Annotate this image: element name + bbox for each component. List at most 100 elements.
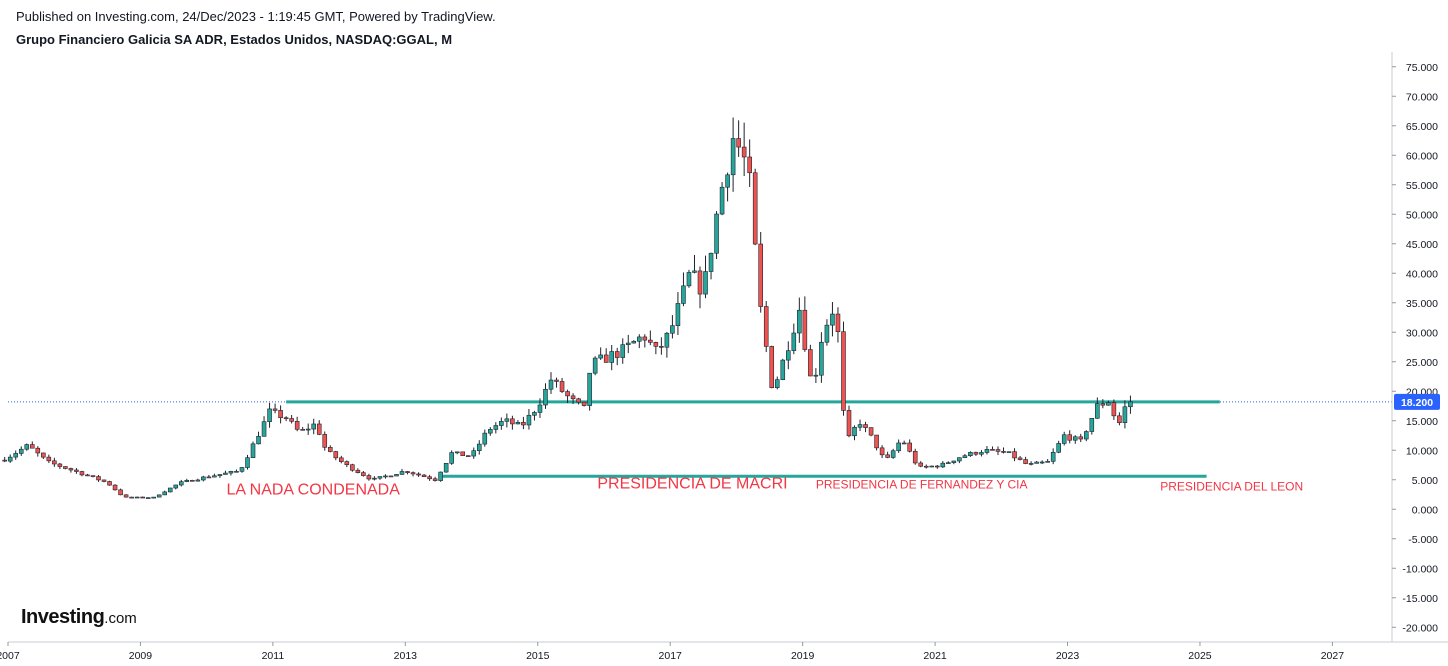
candle[interactable]: [659, 337, 664, 355]
candle[interactable]: [2, 456, 7, 463]
candle[interactable]: [294, 416, 300, 432]
candle[interactable]: [421, 474, 427, 478]
candle[interactable]: [752, 168, 758, 246]
candle[interactable]: [670, 315, 675, 339]
candle[interactable]: [217, 474, 223, 478]
candle[interactable]: [697, 266, 703, 309]
candle[interactable]: [405, 470, 410, 475]
candle[interactable]: [471, 447, 477, 459]
candle[interactable]: [283, 416, 289, 422]
candle[interactable]: [311, 418, 317, 435]
candle[interactable]: [162, 490, 168, 496]
candle[interactable]: [901, 440, 907, 445]
candle[interactable]: [857, 419, 863, 432]
candle[interactable]: [355, 468, 361, 474]
candle[interactable]: [79, 470, 85, 477]
candle[interactable]: [1078, 433, 1084, 443]
candle[interactable]: [350, 463, 355, 472]
candle[interactable]: [603, 348, 609, 363]
candle[interactable]: [383, 474, 388, 479]
candle[interactable]: [13, 450, 19, 460]
candle[interactable]: [195, 478, 201, 482]
candle[interactable]: [565, 389, 570, 403]
candle[interactable]: [581, 401, 587, 407]
candle[interactable]: [631, 340, 637, 344]
candle[interactable]: [228, 470, 234, 476]
candle[interactable]: [1045, 459, 1050, 463]
candle[interactable]: [714, 211, 719, 260]
candle[interactable]: [112, 484, 118, 491]
candle[interactable]: [85, 473, 90, 477]
candle[interactable]: [979, 450, 984, 457]
candle[interactable]: [63, 466, 68, 470]
candle[interactable]: [239, 466, 245, 473]
candle[interactable]: [394, 474, 399, 477]
candle[interactable]: [1095, 397, 1100, 419]
candle[interactable]: [250, 441, 256, 458]
candle[interactable]: [366, 473, 372, 481]
candle[interactable]: [1083, 430, 1089, 442]
candle[interactable]: [995, 446, 1001, 455]
candle[interactable]: [134, 496, 140, 499]
candle[interactable]: [327, 445, 333, 453]
candle[interactable]: [267, 402, 272, 428]
candle[interactable]: [835, 307, 841, 343]
candle[interactable]: [625, 334, 631, 354]
candle[interactable]: [24, 443, 30, 451]
candle[interactable]: [322, 431, 328, 451]
candle[interactable]: [570, 393, 576, 405]
candle[interactable]: [1106, 400, 1111, 406]
candle[interactable]: [896, 439, 901, 453]
candle[interactable]: [377, 476, 383, 480]
candle[interactable]: [184, 478, 190, 483]
candle[interactable]: [554, 377, 559, 388]
candle[interactable]: [333, 450, 339, 461]
candle[interactable]: [692, 254, 697, 274]
candle[interactable]: [868, 427, 874, 437]
candle[interactable]: [178, 479, 184, 487]
candle[interactable]: [52, 457, 57, 467]
candle[interactable]: [46, 454, 52, 464]
candle[interactable]: [797, 297, 802, 343]
candle[interactable]: [1122, 400, 1128, 429]
candle[interactable]: [7, 454, 13, 463]
candle[interactable]: [774, 376, 780, 390]
candle[interactable]: [1061, 431, 1067, 446]
candle[interactable]: [1067, 430, 1073, 444]
candle[interactable]: [305, 423, 311, 435]
candle[interactable]: [609, 344, 614, 371]
candle[interactable]: [1034, 461, 1039, 464]
candle[interactable]: [819, 332, 824, 383]
candle[interactable]: [504, 413, 510, 428]
candle[interactable]: [261, 416, 267, 437]
candle[interactable]: [808, 344, 813, 377]
candle[interactable]: [1117, 412, 1122, 426]
candle[interactable]: [488, 427, 493, 436]
candle[interactable]: [74, 468, 79, 474]
candle[interactable]: [1001, 447, 1006, 454]
candle[interactable]: [703, 255, 708, 299]
candle[interactable]: [912, 448, 918, 465]
candle[interactable]: [399, 468, 405, 475]
candle[interactable]: [946, 461, 951, 464]
candle[interactable]: [140, 496, 145, 499]
candle[interactable]: [449, 450, 454, 465]
candle[interactable]: [145, 497, 151, 499]
candle[interactable]: [361, 470, 366, 477]
candle[interactable]: [96, 475, 101, 482]
candle[interactable]: [846, 405, 852, 438]
candle[interactable]: [339, 455, 344, 464]
candle[interactable]: [432, 476, 438, 482]
candle[interactable]: [725, 172, 730, 202]
candle[interactable]: [68, 467, 74, 473]
candle[interactable]: [190, 479, 195, 482]
candle[interactable]: [730, 117, 736, 192]
candle[interactable]: [614, 347, 620, 366]
candle[interactable]: [493, 422, 499, 434]
candle[interactable]: [929, 465, 935, 468]
candle[interactable]: [35, 446, 41, 457]
candle[interactable]: [245, 454, 250, 470]
candle[interactable]: [465, 455, 471, 457]
candle[interactable]: [256, 431, 261, 445]
candle[interactable]: [708, 252, 714, 280]
